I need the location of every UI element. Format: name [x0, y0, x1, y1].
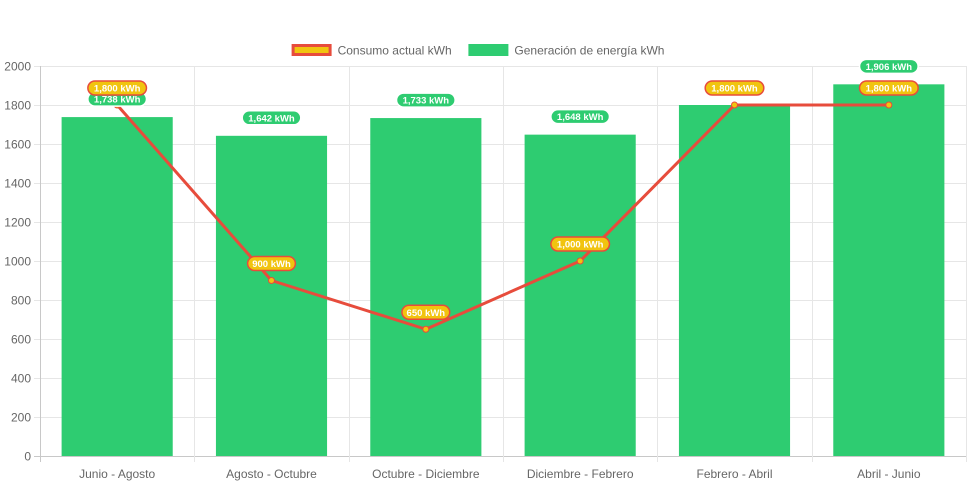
x-tick-label: Agosto - Octubre: [226, 467, 317, 481]
bar-series: [61, 84, 945, 456]
data-label-text: 1,800 kWh: [711, 84, 758, 95]
bar[interactable]: [215, 135, 328, 456]
legend[interactable]: Consumo actual kWh Generación de energía …: [291, 44, 664, 58]
data-label-bg: [550, 236, 611, 252]
data-label-text: 1,648 kWh: [557, 112, 604, 123]
x-tick-label: Abril - Junio: [857, 467, 921, 481]
data-label-text: 1,738 kWh: [94, 95, 141, 106]
y-tick-label: 1800: [4, 99, 31, 113]
y-tick-label: 200: [11, 411, 31, 425]
legend-swatch: [468, 44, 509, 56]
data-label-bg: [87, 80, 148, 96]
bar[interactable]: [61, 117, 173, 456]
data-label: 1,800 kWh: [87, 80, 148, 96]
y-tick-label: 600: [11, 333, 31, 347]
y-tick-label: 400: [11, 372, 31, 386]
y-tick-label: 1000: [4, 255, 31, 269]
data-label-bg: [858, 58, 919, 75]
y-tick-label: 1400: [4, 177, 31, 191]
data-label-text: 1,800 kWh: [866, 84, 913, 95]
data-label-text: 1,800 kWh: [94, 84, 141, 95]
y-tick-label: 800: [11, 294, 31, 308]
data-label-bg: [401, 304, 451, 320]
consumption-line: [116, 103, 889, 331]
legend-item[interactable]: Consumo actual kWh: [291, 44, 452, 58]
data-label: 650 kWh: [401, 304, 451, 320]
data-label-bg: [241, 110, 302, 126]
legend-item[interactable]: Generación de energía kWh: [468, 44, 664, 58]
line-point[interactable]: [885, 101, 893, 109]
line-point[interactable]: [576, 257, 584, 265]
data-labels: 1,738 kWh 1,642 kWh 1,733 kWh 1,648 kWh 1,80…: [87, 58, 919, 320]
y-tick-label: 2000: [4, 60, 31, 74]
data-label-bg: [246, 255, 297, 272]
line-point[interactable]: [268, 277, 275, 284]
data-label: 900 kWh: [246, 255, 297, 272]
x-tick-label: Junio - Agosto: [79, 467, 155, 481]
data-label-text: 1,642 kWh: [248, 113, 295, 124]
grid: [34, 66, 967, 462]
y-tick-label: 0: [24, 450, 31, 464]
legend-swatch: [291, 44, 332, 56]
legend-label: Generación de energía kWh: [514, 44, 664, 58]
data-label: 1,800 kWh: [704, 80, 765, 96]
data-label: 1,733 kWh: [395, 92, 456, 108]
data-label-text: 1,733 kWh: [403, 96, 450, 107]
x-tick-label: Diciembre - Febrero: [527, 467, 634, 481]
data-label: 1,000 kWh: [550, 236, 611, 252]
legend-label: Consumo actual kWh: [338, 44, 452, 58]
bar[interactable]: [370, 118, 482, 456]
data-label-text: 650 kWh: [407, 308, 446, 319]
bar[interactable]: [833, 84, 945, 456]
data-label-text: 900 kWh: [252, 259, 291, 270]
data-label-bg: [704, 80, 765, 96]
line-point[interactable]: [422, 325, 430, 333]
data-label: 1,800 kWh: [858, 80, 919, 96]
x-tick-label: Febrero - Abril: [696, 467, 772, 481]
y-tick-label: 1200: [4, 216, 31, 230]
x-tick-label: Octubre - Diciembre: [372, 467, 480, 481]
data-label-text: 1,906 kWh: [866, 62, 913, 73]
bar[interactable]: [524, 134, 636, 456]
data-label-bg: [395, 92, 456, 108]
data-label: 1,906 kWh: [858, 58, 919, 75]
data-label: 1,648 kWh: [550, 108, 611, 125]
data-label: 1,642 kWh: [241, 110, 302, 126]
data-label-bg: [550, 108, 611, 125]
axes: 0 200 400 600 800 1000 1200 1400 1600 1800 2000 Jun…: [4, 60, 921, 482]
data-label-bg: [858, 80, 919, 96]
data-label-text: 1,000 kWh: [557, 240, 604, 251]
bar[interactable]: [678, 105, 791, 456]
line-point[interactable]: [731, 101, 738, 109]
y-tick-label: 1600: [4, 138, 31, 152]
